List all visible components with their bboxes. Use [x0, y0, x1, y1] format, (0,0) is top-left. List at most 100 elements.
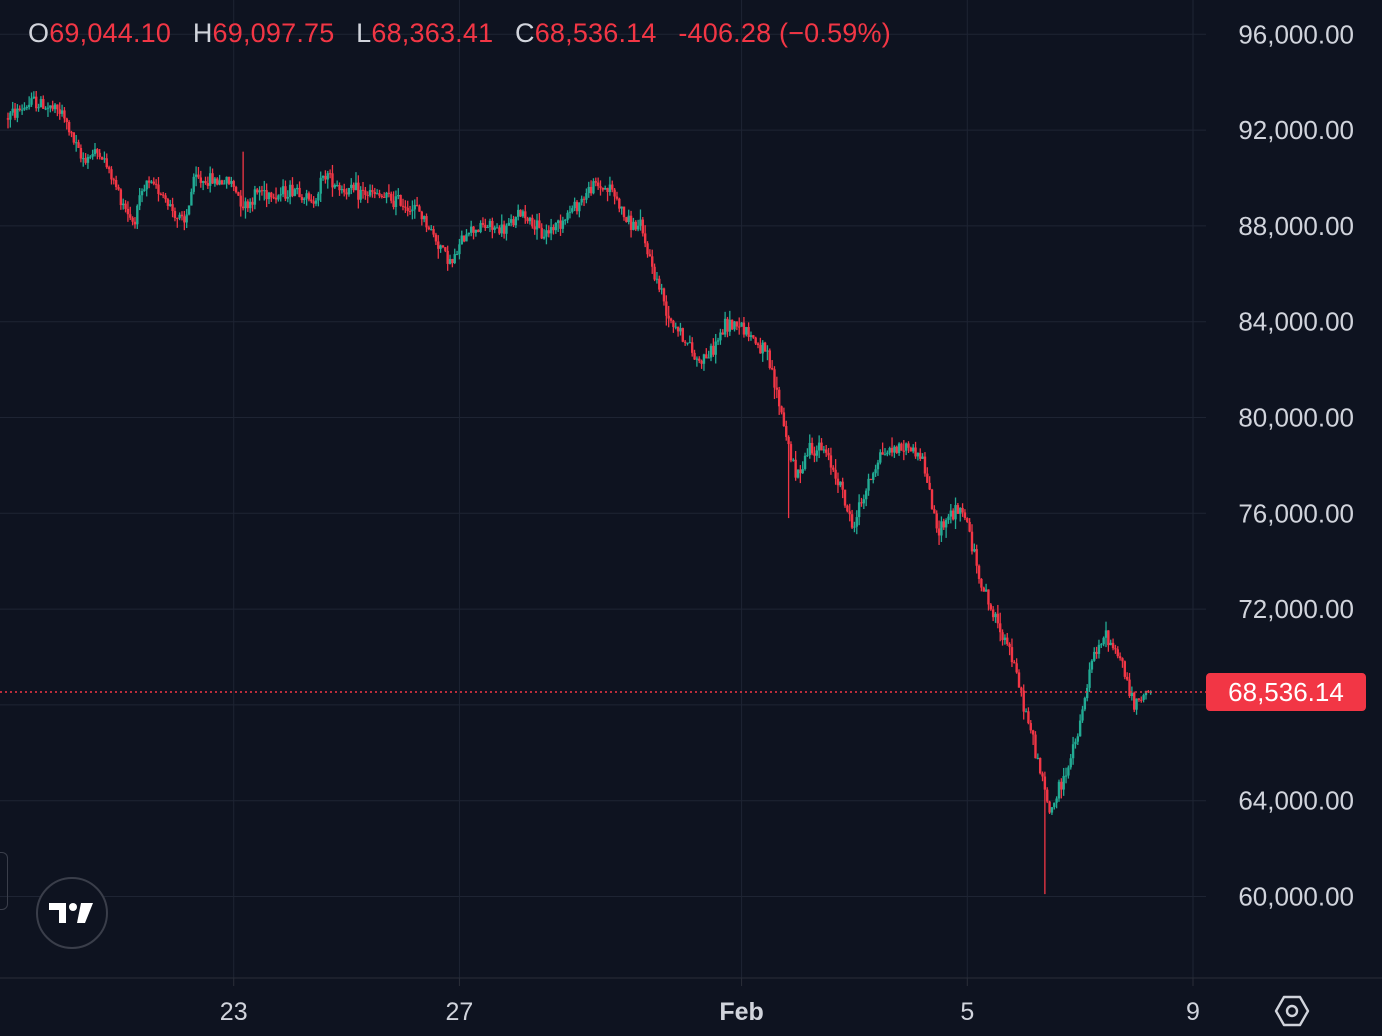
candle-body: [9, 112, 12, 120]
candle-body: [42, 99, 45, 109]
candle-body: [1121, 658, 1124, 662]
candle-body: [63, 110, 66, 119]
candle-body: [977, 565, 981, 579]
candle-body: [486, 227, 489, 229]
candle-body: [716, 340, 720, 342]
candle-body: [333, 185, 337, 188]
candle-body: [853, 526, 856, 528]
candle-body: [390, 193, 393, 201]
candle-body: [916, 452, 920, 457]
last-price-tag-label: 68,536.14: [1228, 677, 1344, 707]
candle-body: [1125, 676, 1129, 680]
candle-body: [970, 531, 974, 552]
candle-body: [912, 447, 915, 452]
candle-body: [1083, 698, 1087, 710]
candle-body: [178, 214, 181, 219]
candle-body: [782, 412, 786, 427]
candle-body: [418, 206, 421, 212]
candle-body: [11, 108, 14, 113]
candle-body: [350, 184, 353, 188]
candle-body: [1095, 651, 1098, 654]
candle-body: [669, 318, 673, 321]
settings-gear-icon[interactable]: [1274, 994, 1310, 1028]
candle-body: [653, 266, 656, 280]
candle-body: [338, 185, 341, 191]
candle-body: [13, 108, 17, 118]
candle-body: [98, 152, 101, 158]
candle-body: [117, 187, 120, 190]
candle-body: [897, 443, 901, 453]
candle-body: [683, 341, 687, 343]
candle-body: [855, 517, 858, 527]
candle-body: [674, 326, 677, 328]
candle-body: [272, 197, 275, 199]
candle-body: [538, 220, 541, 228]
y-tick-label: 80,000.00: [1238, 403, 1354, 433]
candle-body: [730, 319, 734, 330]
candle-body: [119, 189, 123, 206]
candle-body: [533, 226, 536, 230]
candle-body: [223, 183, 226, 185]
candle-body: [1097, 644, 1101, 654]
candle-body: [359, 189, 362, 200]
candle-body: [415, 204, 419, 207]
time-axis[interactable]: 23 27 Feb 5 9: [220, 978, 1200, 1026]
candle-body: [164, 195, 167, 200]
candle-body: [556, 220, 560, 223]
candle-body: [321, 175, 325, 178]
low-value: 68,363.41: [371, 18, 494, 48]
candle-body: [745, 327, 748, 335]
candle-body: [206, 183, 210, 186]
candle-body: [143, 189, 146, 192]
candle-body: [378, 193, 381, 196]
candle-body: [864, 490, 868, 500]
candle-body: [954, 505, 957, 520]
candle-body: [234, 186, 238, 193]
candle-body: [300, 197, 304, 201]
candle-body: [921, 456, 924, 459]
candle-body: [53, 104, 57, 110]
candle-body: [681, 328, 684, 342]
candle-body: [375, 193, 379, 195]
candle-body: [251, 201, 254, 205]
change-value: -406.28 (−0.59%): [678, 18, 891, 48]
candle-body: [902, 450, 906, 452]
candle-body: [1130, 692, 1134, 696]
candle-body: [65, 118, 68, 122]
side-panel-handle[interactable]: [0, 852, 8, 910]
candle-body: [216, 178, 219, 185]
price-axis[interactable]: 96,000.00 92,000.00 88,000.00 84,000.00 80,0…: [1238, 19, 1354, 911]
candle-body: [112, 179, 116, 181]
candle-body: [561, 220, 565, 229]
candle-body: [1036, 757, 1040, 759]
candle-body: [987, 589, 990, 605]
candle-body: [808, 442, 811, 456]
candle-body: [25, 107, 29, 109]
candle-body: [829, 455, 833, 468]
candle-body: [587, 186, 590, 194]
candle-body: [258, 190, 261, 193]
tradingview-logo-icon[interactable]: [36, 877, 108, 949]
candle-body: [594, 181, 597, 183]
candle-body: [507, 222, 511, 226]
candle-body: [973, 549, 976, 552]
candle-body: [775, 387, 779, 390]
candle-body: [488, 220, 492, 228]
candle-body: [1133, 692, 1136, 710]
candle-body: [30, 98, 33, 105]
candle-body: [1055, 798, 1058, 803]
candle-body: [366, 194, 369, 196]
candle-body: [199, 177, 202, 183]
open-key: O: [28, 18, 50, 48]
candle-body: [484, 224, 487, 228]
candle-body: [197, 174, 200, 178]
candle-body: [629, 215, 633, 230]
candle-body: [279, 194, 282, 196]
candle-body: [604, 188, 607, 190]
candle-body: [700, 360, 703, 364]
candle-body: [726, 318, 729, 332]
candle-body: [589, 186, 593, 194]
candle-body: [58, 109, 61, 114]
candle-body: [820, 442, 823, 451]
